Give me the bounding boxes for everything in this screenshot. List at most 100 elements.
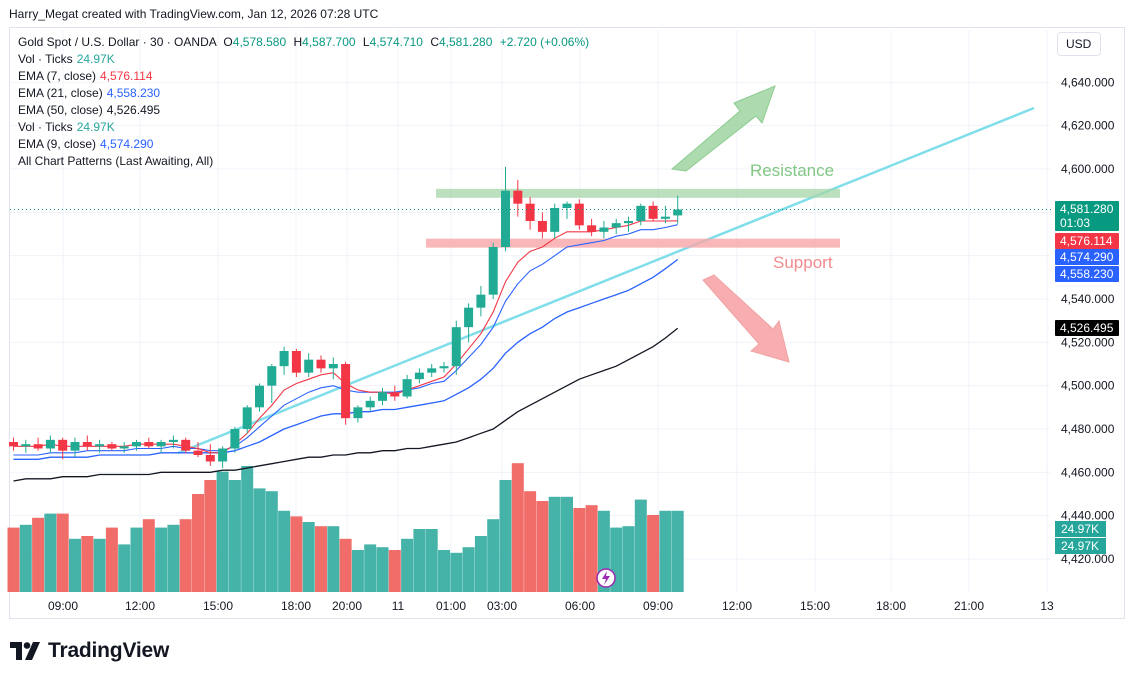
y-tick-label: 4,540.000 — [1061, 292, 1115, 306]
volume-bar — [585, 505, 598, 592]
volume-label-bg — [1055, 521, 1106, 537]
candle-body — [451, 327, 461, 367]
price-label-countdown: 01:03 — [1060, 216, 1090, 230]
x-tick-label: 01:00 — [436, 599, 466, 613]
volume-bar — [228, 480, 241, 592]
price-label-bg — [1055, 249, 1119, 265]
candle-body — [193, 450, 203, 455]
volume-bar — [499, 480, 512, 592]
currency-button[interactable]: USD — [1057, 32, 1101, 56]
candle — [279, 346, 289, 375]
x-tick-label: 13 — [1040, 599, 1054, 613]
candle-body — [476, 294, 486, 308]
y-tick-label: 4,460.000 — [1061, 465, 1115, 479]
candle-body — [464, 307, 474, 328]
tradingview-logo[interactable]: TradingView — [10, 637, 169, 665]
y-tick-label: 4,600.000 — [1061, 162, 1115, 176]
candle — [537, 212, 547, 239]
legend-row-vol-1[interactable]: Vol · Ticks 24.97K — [18, 51, 589, 68]
legend-value: 4,526.495 — [106, 103, 161, 117]
candle — [611, 218, 621, 234]
candle-body — [181, 439, 191, 451]
volume-bar — [634, 499, 647, 592]
chart-frame — [9, 27, 1125, 619]
volume-bar — [130, 527, 143, 592]
symbol-row: Gold Spot / U.S. Dollar · 30 · OANDA O4,… — [18, 34, 589, 51]
candle-body — [267, 366, 277, 386]
legend-row-vol-2[interactable]: Vol · Ticks 24.97K — [18, 119, 589, 136]
candle-body — [70, 442, 80, 451]
volume-bar — [548, 496, 561, 592]
candle-body — [513, 190, 523, 204]
x-tick-label: 21:00 — [954, 599, 984, 613]
volume-bar — [56, 513, 69, 592]
candle-body — [230, 429, 240, 449]
volume-bar — [561, 496, 573, 592]
volume-bar — [327, 526, 340, 592]
open-label: O — [223, 35, 233, 49]
volume-bar — [622, 526, 635, 592]
candle — [45, 435, 55, 453]
legend-row-ema9[interactable]: EMA (9, close) 4,574.290 — [18, 136, 589, 153]
candle-body — [107, 444, 117, 449]
x-tick-label: 11 — [392, 599, 405, 613]
bearish-arrow — [702, 274, 790, 363]
legend-label: Vol · Ticks — [18, 120, 73, 134]
y-tick-label: 4,480.000 — [1061, 422, 1115, 436]
candle-body — [365, 400, 375, 408]
candle — [33, 437, 43, 451]
candle-body — [636, 205, 646, 221]
open-value: 4,578.580 — [232, 35, 287, 49]
resistance-zone — [436, 188, 840, 198]
legend-row-ema7[interactable]: EMA (7, close) 4,576.114 — [18, 68, 589, 85]
legend-row-ema50[interactable]: EMA (50, close) 4,526.495 — [18, 102, 589, 119]
bullish-arrow — [670, 85, 776, 172]
candle — [168, 435, 178, 449]
x-tick-label: 18:00 — [281, 599, 311, 613]
price-label-bg — [1055, 320, 1119, 336]
candle — [501, 166, 510, 252]
candle — [476, 286, 486, 317]
volume-bar — [167, 524, 180, 592]
candle — [193, 442, 203, 458]
volume-bar — [241, 466, 254, 592]
candle-body — [414, 372, 424, 380]
candle — [156, 439, 166, 453]
low-value: 4,574.710 — [369, 35, 423, 49]
volume-bar — [105, 527, 118, 592]
candle — [648, 201, 658, 221]
volume-bar — [155, 527, 168, 592]
candle-body — [279, 351, 289, 367]
volume-bar — [364, 544, 377, 592]
y-tick-label: 4,440.000 — [1061, 509, 1115, 523]
candle-body — [168, 439, 178, 442]
candle-body — [599, 227, 609, 232]
candle-body — [648, 205, 658, 219]
price-label-bg — [1055, 201, 1119, 231]
volume-bar — [7, 527, 20, 592]
volume-bar — [32, 517, 45, 592]
symbol-name[interactable]: Gold Spot / U.S. Dollar · 30 · OANDA — [18, 35, 217, 49]
legend-value: 24.97K — [76, 120, 115, 134]
close-label: C — [430, 35, 439, 49]
volume-bar — [302, 522, 315, 592]
volume-bar — [118, 544, 131, 592]
candle-body — [550, 208, 560, 232]
legend-row-patterns[interactable]: All Chart Patterns (Last Awaiting, All) — [18, 153, 589, 170]
legend-value: 4,576.114 — [100, 69, 153, 83]
candle-body — [21, 444, 31, 447]
high-label: H — [293, 35, 303, 49]
candle — [107, 442, 117, 451]
candle-body — [82, 442, 92, 447]
x-tick-label: 15:00 — [203, 599, 233, 613]
legend-row-ema21[interactable]: EMA (21, close) 4,558.230 — [18, 85, 589, 102]
y-tick-label: 4,620.000 — [1061, 119, 1115, 133]
candle-body — [427, 368, 437, 373]
candle — [414, 368, 424, 384]
candle-body — [242, 407, 252, 429]
legend-label: EMA (50, close) — [18, 103, 103, 117]
candle-body — [95, 444, 105, 447]
volume-bar — [511, 463, 524, 592]
candle — [82, 435, 92, 451]
